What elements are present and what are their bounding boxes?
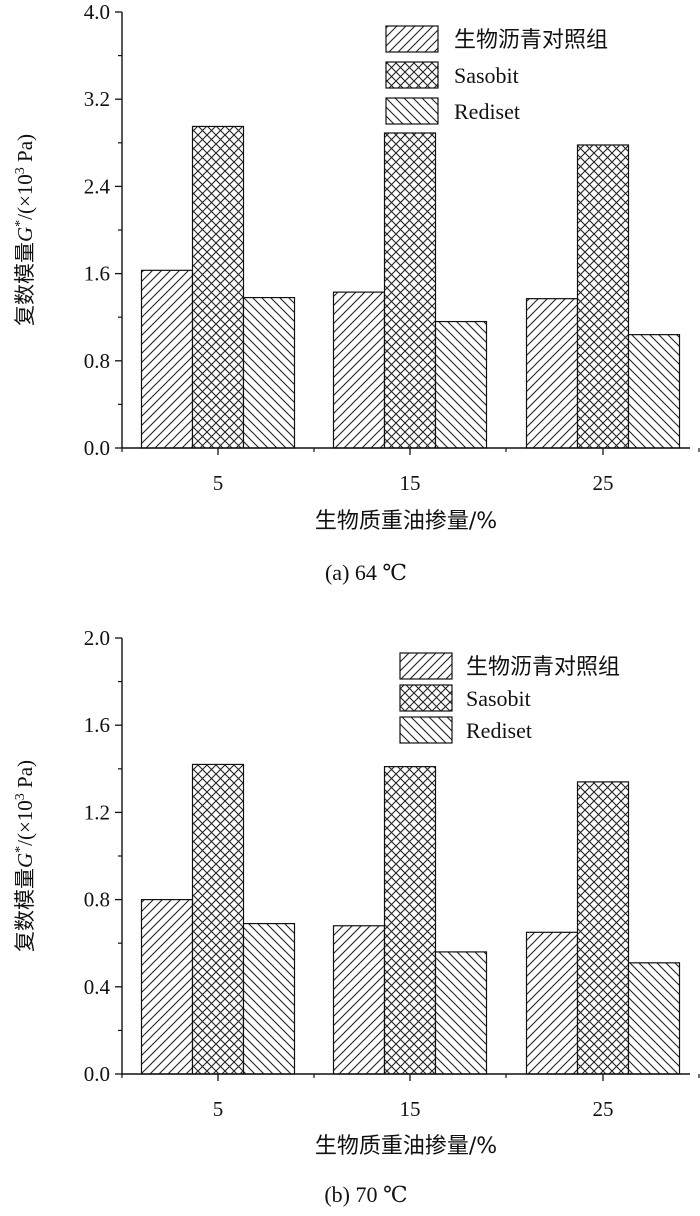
y-axis-label: 复数模量G*/(×103 Pa) <box>13 134 37 326</box>
legend-swatch-diag-right <box>385 25 439 53</box>
bar-crosshatch-5 <box>191 125 245 449</box>
y-axis-label: 复数模量G*/(×103 Pa) <box>13 760 37 952</box>
x-tick-label: 5 <box>213 471 224 495</box>
bar-diag-left-25 <box>627 334 681 449</box>
bar-diag-right-25 <box>525 298 579 449</box>
legend-label: Rediset <box>454 99 520 124</box>
bar-diag-right-5 <box>140 269 194 449</box>
y-axis-label-unit: /(×10 <box>13 800 37 846</box>
legend-swatch-crosshatch <box>385 61 439 89</box>
y-tick-label: 0.8 <box>84 349 110 373</box>
x-tick-label: 15 <box>400 471 421 495</box>
y-axis-label-var: G <box>13 853 37 868</box>
x-axis-label: 生物质重油掺量/% <box>315 1134 497 1159</box>
x-tick-label: 15 <box>400 1097 421 1121</box>
y-tick-label: 4.0 <box>84 0 110 24</box>
y-tick-label: 2.4 <box>84 174 111 198</box>
y-tick-label: 1.6 <box>84 713 110 737</box>
y-tick-label: 1.2 <box>84 800 110 824</box>
legend-label: Sasobit <box>466 686 531 711</box>
bar-diag-right-15 <box>332 291 386 449</box>
y-axis-label-sup: 3 <box>13 167 28 174</box>
y-axis-label-sup: 3 <box>13 793 28 800</box>
legend-label: Sasobit <box>454 63 519 88</box>
y-axis-label-main: 复数模量 <box>13 242 37 326</box>
y-tick-label: 0.0 <box>84 436 110 460</box>
y-tick-label: 3.2 <box>84 87 110 111</box>
y-axis-label-unit: /(×10 <box>13 174 37 220</box>
y-axis-label-sup: * <box>13 220 28 227</box>
bar-crosshatch-25 <box>576 144 630 449</box>
legend-label: Rediset <box>466 718 532 743</box>
y-tick-label: 0.0 <box>84 1062 110 1086</box>
y-axis-label-unit: Pa) <box>13 134 37 167</box>
y-axis-label-sup: * <box>13 846 28 853</box>
bar-diag-left-5 <box>242 296 296 449</box>
x-axis-label: 生物质重油掺量/% <box>315 509 497 534</box>
y-tick-label: 2.0 <box>84 626 110 650</box>
bar-diag-right-25 <box>525 931 579 1075</box>
bar-diag-left-5 <box>242 922 296 1075</box>
y-tick-label: 1.6 <box>84 262 110 286</box>
bar-crosshatch-15 <box>383 766 437 1075</box>
legend-swatch-diag-right <box>399 652 453 680</box>
chart-panel-b: 0.0 0.4 0.8 1.2 1.6 2.0 5 15 25 生物质重油掺量/% 复数模量G*/(… <box>13 626 700 1207</box>
bar-diag-right-5 <box>140 898 194 1075</box>
bar-diag-left-15 <box>434 951 488 1075</box>
x-tick-label: 25 <box>593 471 614 495</box>
legend-swatch-crosshatch <box>399 684 453 712</box>
y-tick-label: 0.4 <box>84 975 111 999</box>
y-axis-label-main: 复数模量 <box>13 868 37 952</box>
bar-diag-right-15 <box>332 925 386 1075</box>
bar-diag-left-25 <box>627 962 681 1075</box>
bar-crosshatch-25 <box>576 781 630 1075</box>
legend-swatch-diag-left <box>399 716 453 744</box>
bar-crosshatch-5 <box>191 763 245 1075</box>
x-tick-label: 5 <box>213 1097 224 1121</box>
legend-label: 生物沥青对照组 <box>466 655 620 680</box>
bar-crosshatch-15 <box>383 132 437 449</box>
figure-caption: (a) 64 ℃ <box>325 560 407 585</box>
legend-swatch-diag-left <box>385 97 439 125</box>
y-tick-label: 0.8 <box>84 888 110 912</box>
y-axis-label-var: G <box>13 227 37 242</box>
y-axis-label-unit: Pa) <box>13 760 37 793</box>
chart-panel-a: 0.0 0.8 1.6 2.4 3.2 4.0 5 15 25 生物质重油掺量/% 复数模量G*/(… <box>13 0 700 585</box>
x-tick-label: 25 <box>593 1097 614 1121</box>
legend-label: 生物沥青对照组 <box>454 28 608 53</box>
bar-diag-left-15 <box>434 320 488 449</box>
figure-caption: (b) 70 ℃ <box>324 1182 407 1207</box>
